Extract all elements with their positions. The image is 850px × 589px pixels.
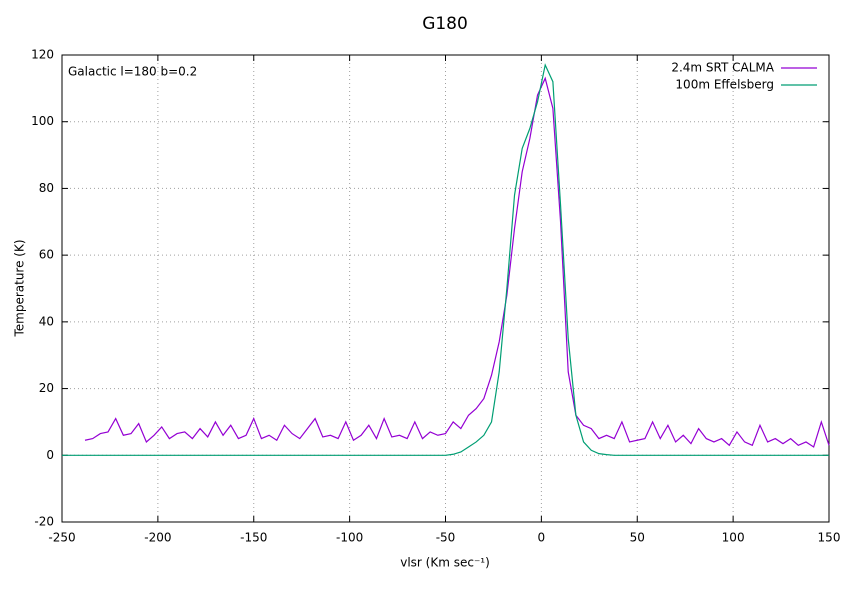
x-tick-label: 100 (722, 531, 745, 545)
series-line (84, 76, 830, 448)
legend-label: 100m Effelsberg (675, 78, 774, 92)
annotation: Galactic l=180 b=0.2 (68, 65, 197, 79)
legend-label: 2.4m SRT CALMA (671, 61, 774, 75)
y-tick-label: 60 (39, 248, 54, 262)
x-tick-label: -150 (240, 531, 267, 545)
x-axis-label: vlsr (Km sec⁻¹) (400, 556, 490, 570)
x-tick-label: 0 (538, 531, 546, 545)
x-tick-label: 150 (818, 531, 841, 545)
y-tick-label: -20 (34, 515, 54, 529)
x-tick-label: -200 (144, 531, 171, 545)
y-tick-label: 40 (39, 314, 54, 328)
plot-frame (61, 54, 830, 523)
y-tick-label: 100 (31, 114, 54, 128)
x-tick-label: 50 (630, 531, 645, 545)
y-tick-label: 120 (31, 48, 54, 62)
x-tick-label: -100 (336, 531, 363, 545)
y-axis-label: Temperature (K) (13, 239, 27, 337)
y-tick-label: 20 (39, 381, 54, 395)
y-tick-label: 80 (39, 181, 54, 195)
chart-title: G180 (422, 14, 468, 34)
x-tick-label: -50 (436, 531, 456, 545)
x-tick-label: -250 (48, 531, 75, 545)
series-line (62, 63, 829, 456)
y-tick-label: 0 (46, 448, 54, 462)
